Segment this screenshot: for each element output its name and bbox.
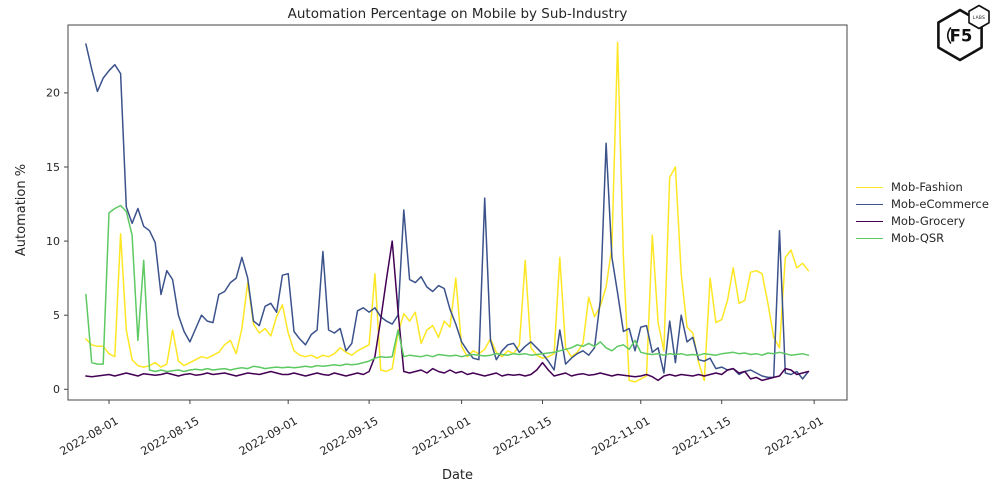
x-axis-label: Date	[441, 468, 474, 483]
logo-labs-hexagon	[968, 4, 990, 30]
y-tick-label: 15	[46, 161, 60, 174]
logo-labs-text: LABS	[973, 15, 986, 21]
x-tick-label: 2022-10-15	[491, 414, 554, 458]
legend-swatch	[856, 237, 883, 239]
x-tick-label: 2022-09-01	[237, 414, 300, 458]
legend-swatch	[856, 220, 883, 222]
series-line-mob-grocery	[85, 240, 810, 382]
x-tick-label: 2022-08-01	[58, 414, 121, 458]
legend-label: Mob-eCommerce	[891, 197, 989, 211]
x-tick-label: 2022-08-15	[139, 414, 202, 458]
y-tick-label: 10	[46, 235, 60, 248]
logo-bracket	[946, 27, 952, 44]
series-line-mob-ecommerce	[85, 43, 810, 380]
y-tick-label: 20	[46, 87, 60, 100]
f5-labs-logo: F5 LABS	[937, 4, 990, 62]
series-line-mob-fashion	[85, 41, 810, 383]
legend-swatch	[856, 203, 883, 205]
legend-label: Mob-Grocery	[891, 214, 966, 228]
legend-item: Mob-QSR	[856, 231, 989, 245]
legend-swatch	[856, 186, 883, 188]
legend-item: Mob-Fashion	[856, 180, 989, 194]
y-tick-label: 5	[53, 309, 60, 322]
y-tick-label: 0	[53, 383, 60, 396]
y-axis-label: Automation %	[14, 163, 29, 257]
chart-title: Automation Percentage on Mobile by Sub-I…	[287, 6, 628, 22]
series-line-mob-qsr	[85, 204, 810, 373]
x-tick-label: 2022-10-01	[410, 414, 473, 458]
x-tick-label: 2022-11-15	[670, 414, 733, 458]
x-tick-label: 2022-11-01	[589, 414, 652, 458]
plot-border	[67, 24, 848, 401]
legend-label: Mob-QSR	[891, 231, 945, 245]
legend-item: Mob-Grocery	[856, 214, 989, 228]
logo-f5-text: F5	[950, 27, 973, 46]
x-tick-label: 2022-12-01	[763, 414, 826, 458]
x-tick-label: 2022-09-15	[318, 414, 381, 458]
legend-label: Mob-Fashion	[891, 180, 963, 194]
legend-item: Mob-eCommerce	[856, 197, 989, 211]
legend: Mob-Fashion Mob-eCommerce Mob-Grocery Mob-Q…	[856, 180, 989, 245]
